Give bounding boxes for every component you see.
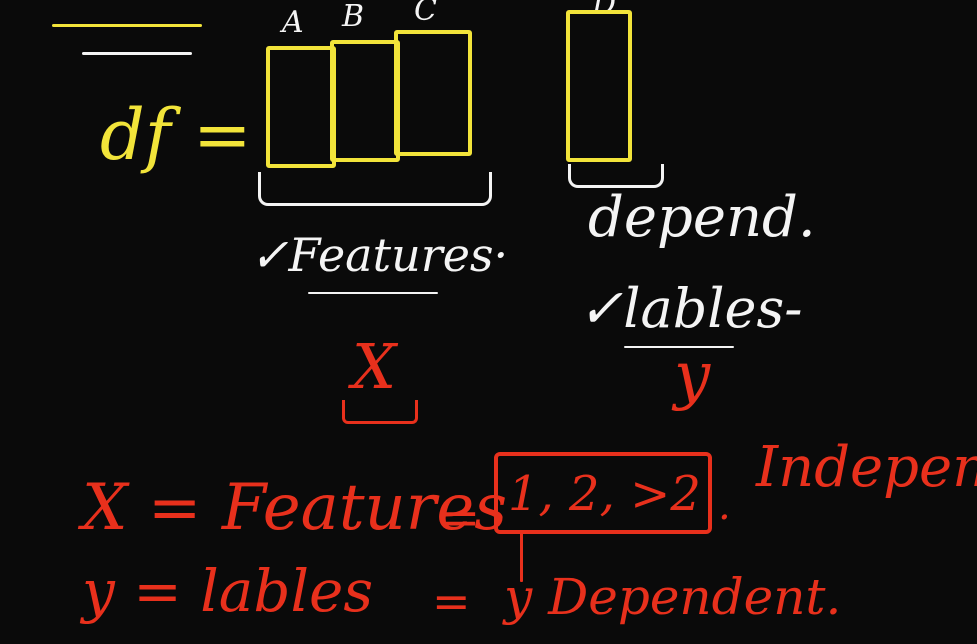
- box-connector: [520, 532, 523, 582]
- values-box-text: 1, 2, >2: [508, 466, 701, 522]
- x-symbol: X: [352, 330, 397, 403]
- x-bracket: [342, 400, 418, 424]
- depend-text: depend.: [588, 185, 816, 250]
- labels-bracket: [568, 164, 664, 188]
- line1-dot: .: [718, 483, 731, 529]
- column-label-a: A: [282, 5, 304, 40]
- line2-equals: =: [432, 574, 471, 628]
- values-box: [494, 452, 712, 534]
- lables-underline: [624, 346, 734, 348]
- column-box-a: [266, 46, 336, 168]
- column-label-b: B: [342, 0, 365, 34]
- lables-text: ✓lables-: [578, 277, 803, 340]
- line1-lhs: X = Features: [82, 471, 508, 545]
- features-bracket: [258, 172, 492, 206]
- top-stroke-1: [52, 24, 202, 27]
- independ-text: Independ: [756, 435, 977, 500]
- column-box-c: [394, 30, 472, 156]
- top-stroke-2: [82, 52, 192, 55]
- line1-equals: =: [440, 490, 481, 546]
- column-box-d: [566, 10, 632, 162]
- column-label-d: D: [592, 0, 617, 22]
- features-text: ✓Features·: [250, 228, 509, 282]
- column-box-b: [330, 40, 400, 162]
- y-symbol: y: [674, 339, 711, 413]
- dependent-text: y Dependent.: [504, 568, 842, 626]
- features-underline: [308, 292, 438, 294]
- df-label: df =: [100, 94, 252, 176]
- line2-lhs: y = lables: [82, 557, 374, 625]
- column-label-c: C: [414, 0, 437, 28]
